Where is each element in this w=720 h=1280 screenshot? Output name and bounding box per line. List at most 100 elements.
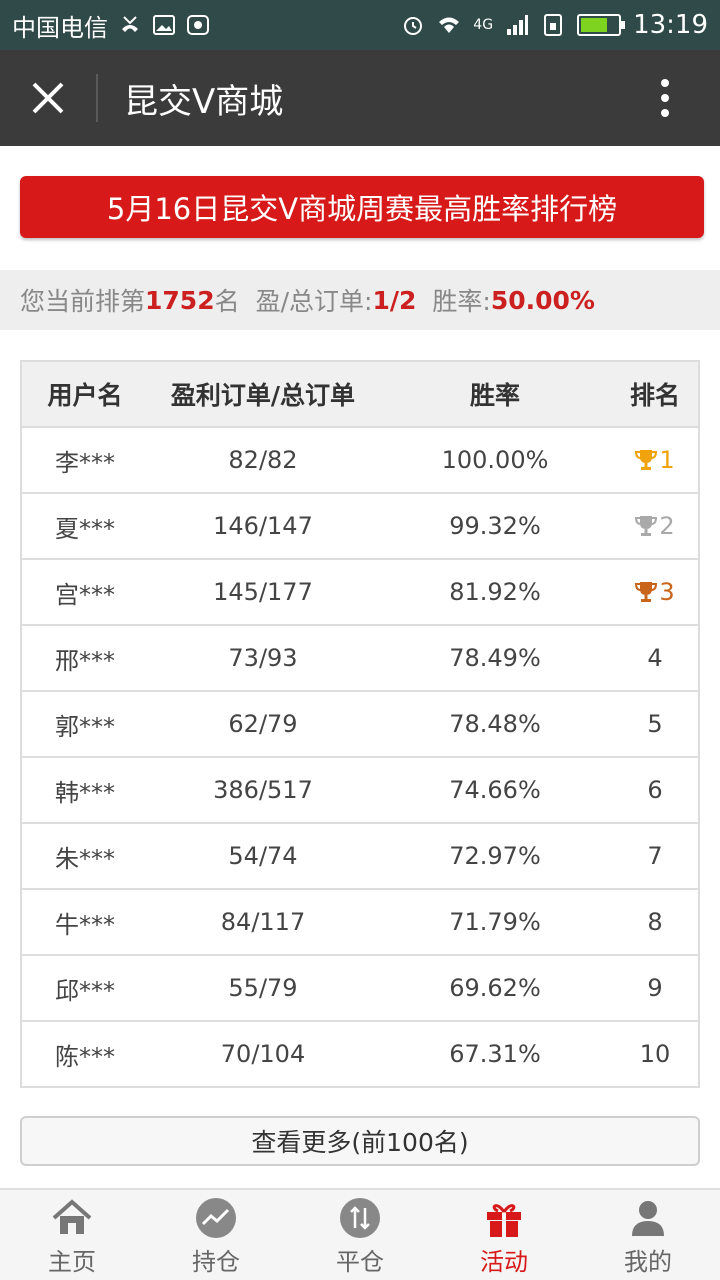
win-rate-cell: 67.31% xyxy=(449,1040,541,1068)
rank-number: 7 xyxy=(647,842,663,870)
rank-number: 8 xyxy=(647,908,663,936)
orders-cell: 73/93 xyxy=(228,644,298,672)
rank-suffix: 名 xyxy=(214,287,240,316)
rank-cell: 10 xyxy=(612,1040,698,1068)
header-win-rate: 胜率 xyxy=(469,381,520,410)
rank-number: 3 xyxy=(659,578,675,606)
table-row: 牛*** 84/117 71.79% 8 xyxy=(22,888,698,954)
header-divider xyxy=(96,74,98,122)
rank-cell: 6 xyxy=(612,776,698,804)
username-cell: 邱*** xyxy=(55,976,115,1005)
exchange-icon xyxy=(340,1198,380,1238)
username-cell: 李*** xyxy=(55,448,115,477)
table-row: 邢*** 73/93 78.49% 4 xyxy=(22,624,698,690)
table-row: 宫*** 145/177 81.92% 3 xyxy=(22,558,698,624)
orders-cell: 386/517 xyxy=(213,776,313,804)
app-notification-icon xyxy=(187,15,209,35)
orders-cell: 62/79 xyxy=(228,710,298,738)
orders-cell: 54/74 xyxy=(228,842,298,870)
close-button[interactable] xyxy=(0,50,96,146)
page-title: 昆交V商城 xyxy=(124,81,284,122)
username-cell: 韩*** xyxy=(55,778,115,807)
win-rate-cell: 71.79% xyxy=(449,908,541,936)
orders-cell: 82/82 xyxy=(228,446,298,474)
win-rate-cell: 99.32% xyxy=(449,512,541,540)
nav-label-profile: 我的 xyxy=(624,1248,672,1276)
view-more-button[interactable]: 查看更多(前100名) xyxy=(20,1116,700,1166)
username-cell: 牛*** xyxy=(55,910,115,939)
orders-value: 1/2 xyxy=(372,285,417,315)
trophy-icon xyxy=(635,582,658,602)
table-row: 夏*** 146/147 99.32% 2 xyxy=(22,492,698,558)
rank-number: 2 xyxy=(659,512,675,540)
win-rate-cell: 78.48% xyxy=(449,710,541,738)
rank-cell: 3 xyxy=(612,578,698,606)
header-username: 用户名 xyxy=(47,381,123,410)
win-rate-cell: 69.62% xyxy=(449,974,541,1002)
rank-prefix: 您当前排第 xyxy=(20,287,146,316)
rank-cell: 8 xyxy=(612,908,698,936)
user-icon xyxy=(632,1201,664,1236)
close-icon xyxy=(32,82,64,114)
leaderboard-banner: 5月16日昆交V商城周赛最高胜率排行榜 xyxy=(20,176,704,238)
username-cell: 夏*** xyxy=(55,514,115,543)
wifi-icon xyxy=(439,17,460,33)
nav-item-profile[interactable]: 我的 xyxy=(576,1190,720,1280)
rate-label: 胜率: xyxy=(432,287,491,316)
leaderboard-table: 用户名 盈利订单/总订单 胜率 排名 李*** 82/82 100.00% 1 夏***… xyxy=(20,360,700,1088)
nav-item-close-position[interactable]: 平仓 xyxy=(288,1190,432,1280)
image-icon xyxy=(153,15,175,35)
rank-number: 10 xyxy=(639,1040,671,1068)
header-rank: 排名 xyxy=(629,381,680,410)
table-row: 朱*** 54/74 72.97% 7 xyxy=(22,822,698,888)
network-type-label: 4G xyxy=(473,17,494,33)
rank-cell: 7 xyxy=(612,842,698,870)
username-cell: 宫*** xyxy=(55,580,115,609)
nav-item-positions[interactable]: 持仓 xyxy=(144,1190,288,1280)
nav-label-activity: 活动 xyxy=(480,1248,528,1276)
table-row: 郭*** 62/79 78.48% 5 xyxy=(22,690,698,756)
home-icon xyxy=(52,1199,92,1234)
app-header: 昆交V商城 xyxy=(0,50,720,146)
sim-icon xyxy=(544,14,563,36)
win-rate-cell: 81.92% xyxy=(449,578,541,606)
rank-number: 1 xyxy=(659,446,675,474)
win-rate-cell: 100.00% xyxy=(441,446,549,474)
username-cell: 邢*** xyxy=(55,646,115,675)
rank-cell: 4 xyxy=(612,644,698,672)
trophy-icon xyxy=(635,450,658,470)
orders-cell: 84/117 xyxy=(220,908,306,936)
table-row: 陈*** 70/104 67.31% 10 xyxy=(22,1020,698,1086)
status-bar: 中国电信 4G xyxy=(0,0,720,50)
rank-cell: 9 xyxy=(612,974,698,1002)
username-cell: 郭*** xyxy=(55,712,115,741)
username-cell: 朱*** xyxy=(55,844,115,873)
orders-cell: 55/79 xyxy=(228,974,298,1002)
rank-number: 6 xyxy=(647,776,663,804)
table-row: 邱*** 55/79 69.62% 9 xyxy=(22,954,698,1020)
nav-label-home: 主页 xyxy=(48,1248,96,1276)
nav-label-close-position: 平仓 xyxy=(336,1248,384,1276)
rank-cell: 2 xyxy=(612,512,698,540)
more-vertical-icon xyxy=(661,79,669,117)
nav-item-home[interactable]: 主页 xyxy=(0,1190,144,1280)
username-cell: 陈*** xyxy=(55,1042,115,1071)
win-rate-cell: 78.49% xyxy=(449,644,541,672)
bottom-navigation: 主页 持仓 平仓 活动 我的 xyxy=(0,1188,720,1280)
more-options-button[interactable] xyxy=(610,50,720,146)
battery-icon xyxy=(577,14,626,36)
nav-label-positions: 持仓 xyxy=(192,1248,240,1276)
clock: 13:19 xyxy=(633,10,708,40)
nav-item-activity[interactable]: 活动 xyxy=(432,1190,576,1280)
rank-number: 4 xyxy=(647,644,663,672)
alarm-icon xyxy=(404,17,423,35)
rank-value: 1752 xyxy=(145,285,215,315)
trophy-icon xyxy=(635,516,658,536)
orders-cell: 146/147 xyxy=(213,512,313,540)
chart-icon xyxy=(196,1198,236,1238)
gift-icon xyxy=(487,1204,521,1237)
win-rate-cell: 72.97% xyxy=(449,842,541,870)
table-row: 韩*** 386/517 74.66% 6 xyxy=(22,756,698,822)
rank-cell: 5 xyxy=(612,710,698,738)
missed-call-icon xyxy=(122,16,138,32)
